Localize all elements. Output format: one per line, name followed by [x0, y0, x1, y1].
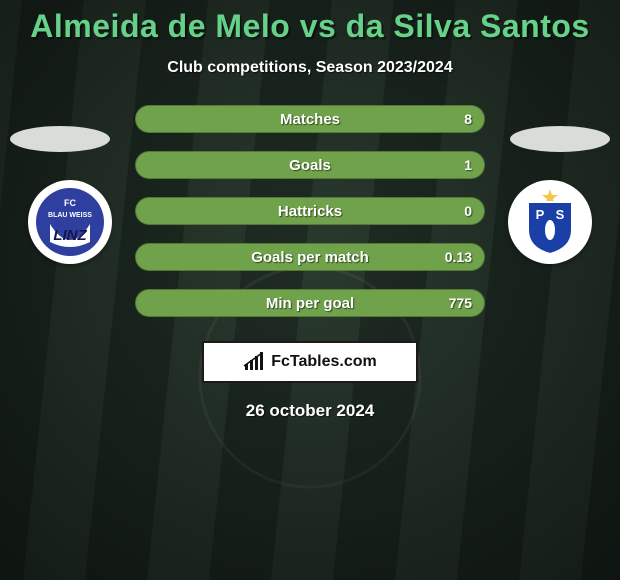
- stat-label: Matches: [280, 111, 340, 128]
- stat-row: Goals 1: [135, 151, 485, 179]
- svg-text:BLAU WEISS: BLAU WEISS: [48, 212, 92, 219]
- club-badge-left: FC BLAU WEISS LINZ: [28, 180, 112, 264]
- subtitle: Club competitions, Season 2023/2024: [0, 59, 620, 77]
- club-badge-right-svg: P S C: [514, 186, 586, 258]
- svg-text:LINZ: LINZ: [53, 227, 87, 244]
- svg-text:S: S: [556, 207, 565, 222]
- page-title: Almeida de Melo vs da Silva Santos: [0, 0, 620, 45]
- stat-right-value: 0: [464, 203, 472, 219]
- stat-row: Goals per match 0.13: [135, 243, 485, 271]
- club-badge-left-svg: FC BLAU WEISS LINZ: [34, 186, 106, 258]
- date-text: 26 october 2024: [0, 401, 620, 421]
- stat-row: Matches 8: [135, 105, 485, 133]
- stats-container: Matches 8 Goals 1 Hattricks 0 Goals per match 0…: [135, 105, 485, 317]
- svg-text:P: P: [536, 207, 545, 222]
- svg-text:FC: FC: [64, 198, 76, 208]
- stat-label: Goals: [289, 157, 331, 174]
- player-oval-left: [10, 126, 110, 152]
- stat-row: Min per goal 775: [135, 289, 485, 317]
- bar-chart-icon: [243, 352, 265, 372]
- stat-right-value: 8: [464, 111, 472, 127]
- content-wrapper: Almeida de Melo vs da Silva Santos Club …: [0, 0, 620, 580]
- stat-row: Hattricks 0: [135, 197, 485, 225]
- stat-label: Min per goal: [266, 295, 354, 312]
- stat-label: Goals per match: [251, 249, 369, 266]
- stat-right-value: 775: [449, 295, 472, 311]
- stat-right-value: 1: [464, 157, 472, 173]
- club-badge-right: P S C: [508, 180, 592, 264]
- stat-right-value: 0.13: [445, 249, 472, 265]
- player-oval-right: [510, 126, 610, 152]
- stat-label: Hattricks: [278, 203, 342, 220]
- attribution-box: FcTables.com: [202, 341, 418, 383]
- attribution-text: FcTables.com: [271, 353, 377, 371]
